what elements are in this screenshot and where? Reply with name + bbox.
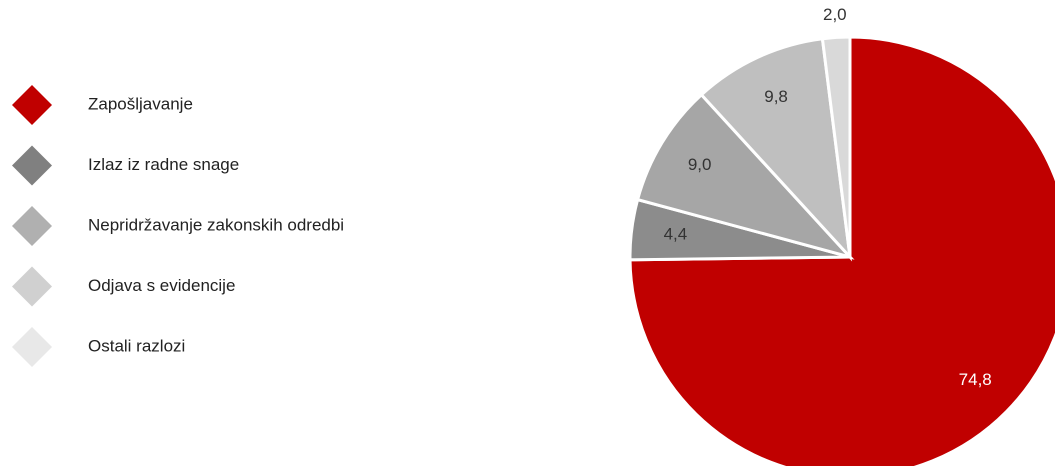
- legend-label: Nepridržavanje zakonskih odredbi: [88, 215, 344, 234]
- legend-label: Odjava s evidencije: [88, 276, 235, 295]
- data-label: 9,8: [764, 87, 788, 106]
- legend-label: Zapošljavanje: [88, 94, 193, 113]
- legend-label: Ostali razlozi: [88, 336, 185, 355]
- legend-marker: [12, 85, 52, 125]
- legend-marker: [12, 206, 52, 246]
- legend-marker: [12, 327, 52, 367]
- legend-marker: [12, 266, 52, 307]
- pie-slice: [635, 92, 855, 260]
- pie-slice: [820, 35, 852, 258]
- legend-marker: [12, 145, 52, 186]
- pie-slice: [628, 35, 1055, 466]
- legend-label: Izlaz iz radne snage: [88, 155, 239, 174]
- data-label: 2,0: [823, 5, 847, 24]
- data-label: 74,8: [959, 370, 992, 389]
- data-label: 4,4: [664, 224, 688, 243]
- data-label: 9,0: [688, 155, 712, 174]
- pie-slice: [699, 37, 853, 262]
